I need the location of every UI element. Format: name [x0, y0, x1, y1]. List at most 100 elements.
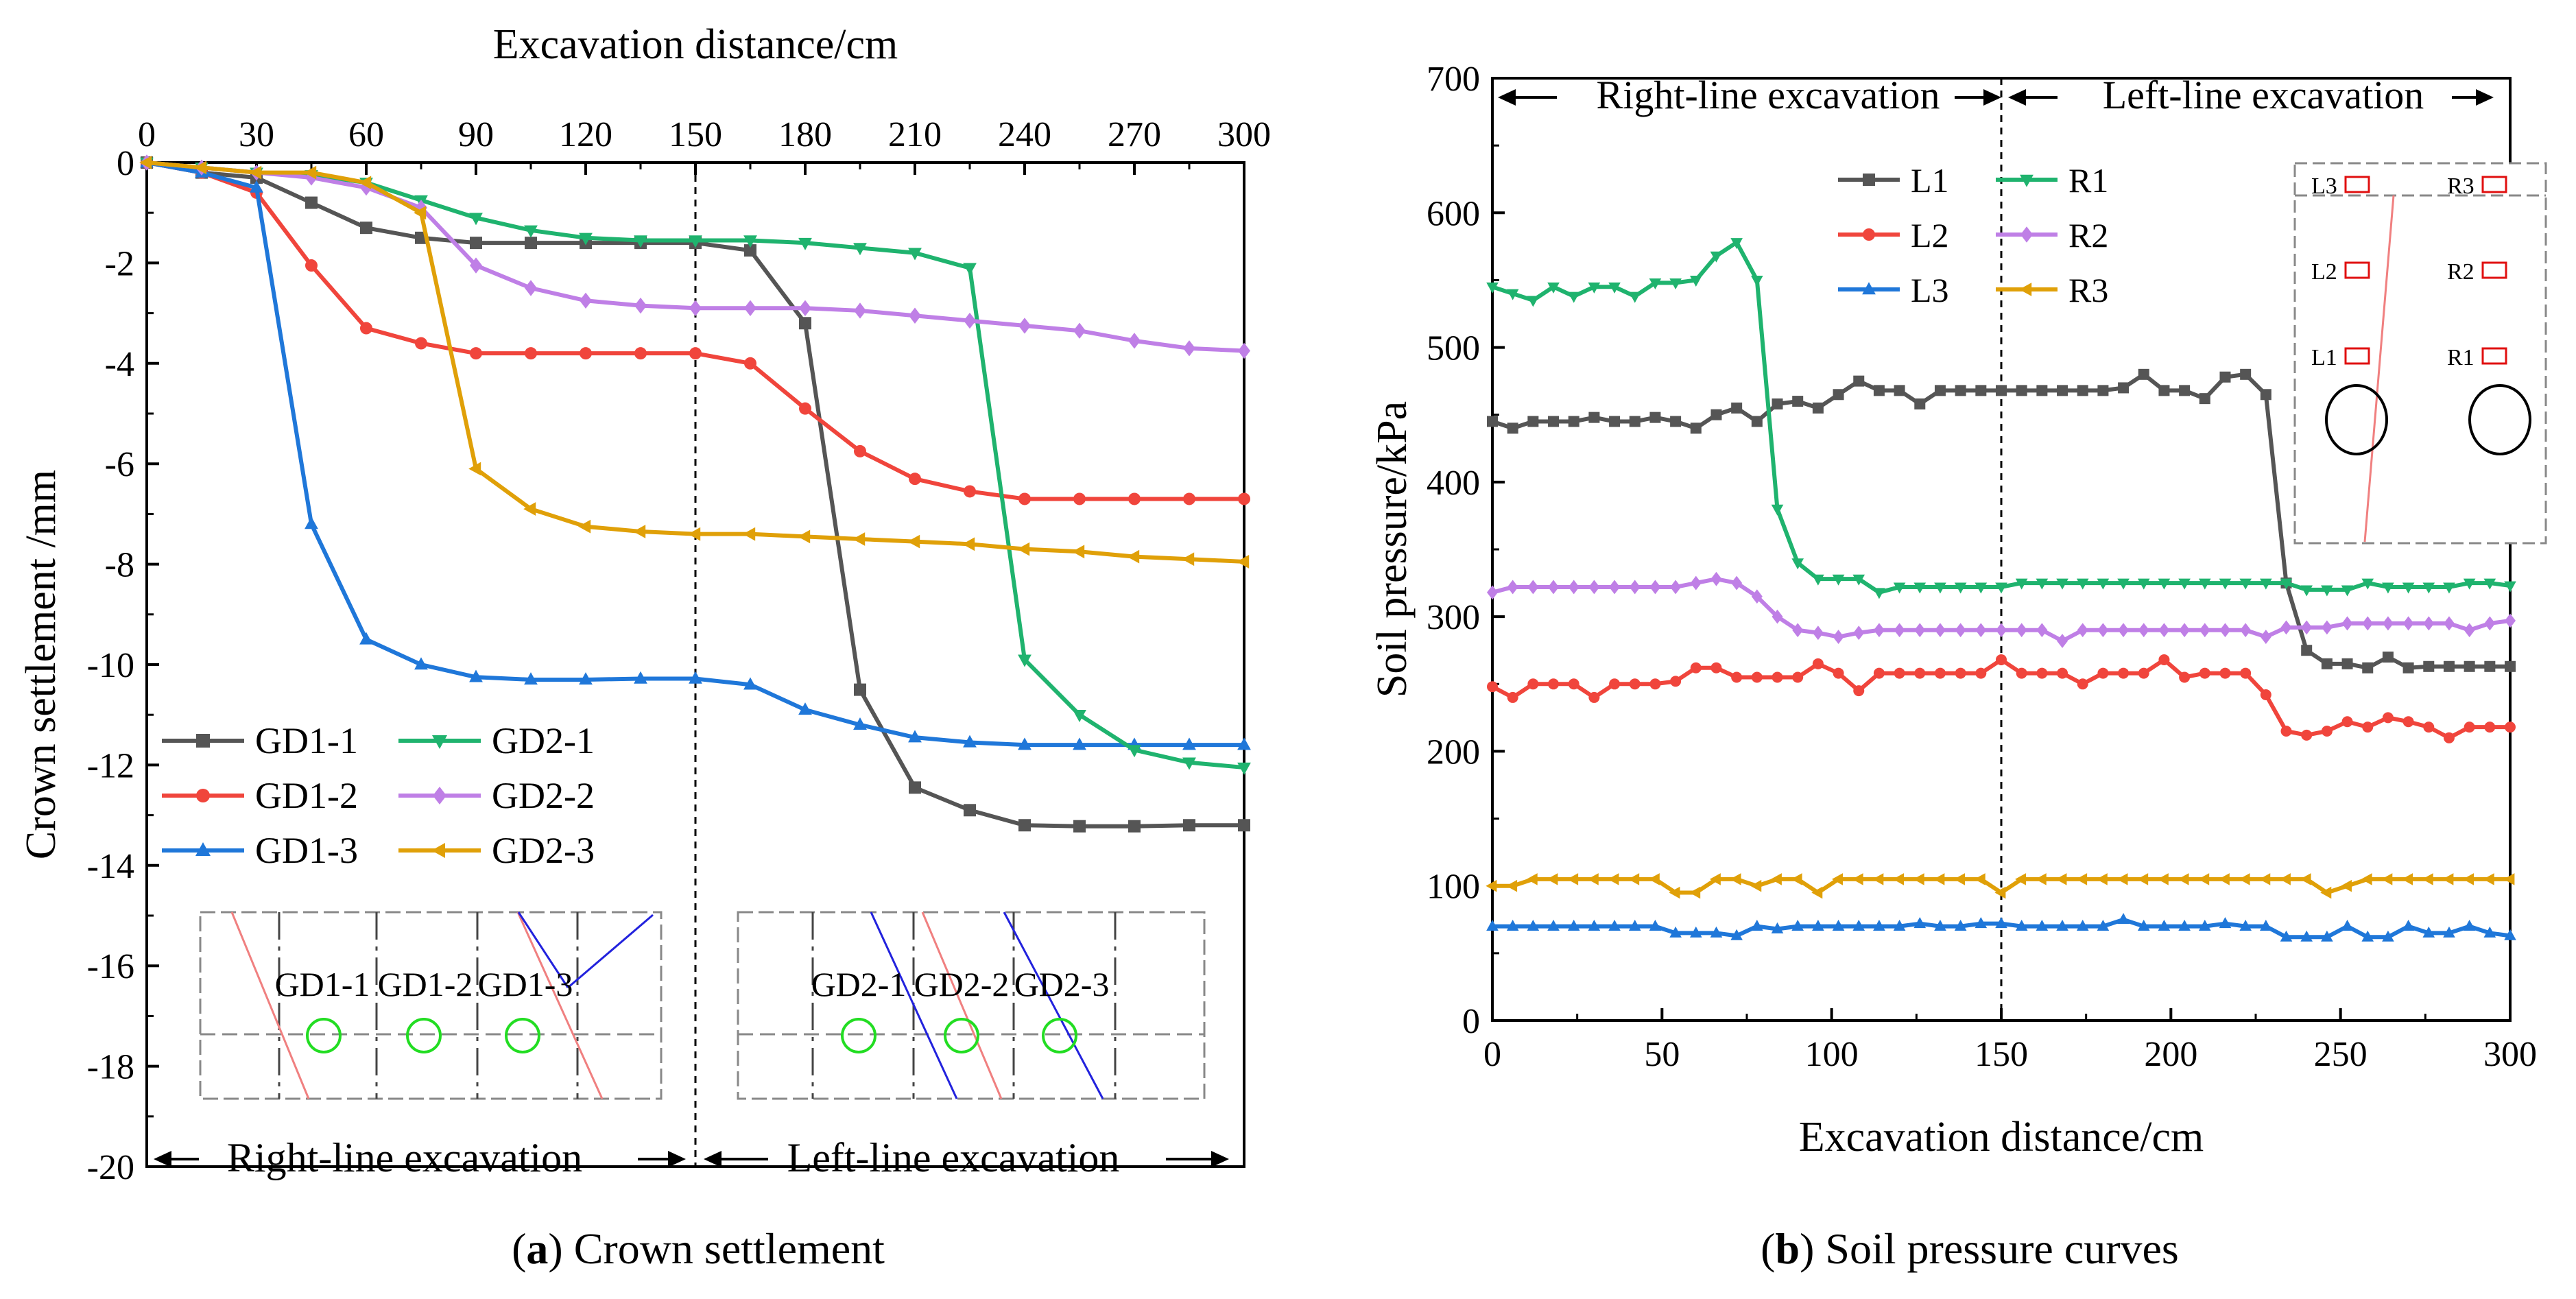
data-point-L3 [1547, 920, 1560, 931]
data-point-R2 [2402, 616, 2414, 631]
series-GD1-3 [140, 155, 1251, 750]
data-point-L2 [2505, 722, 2516, 733]
data-point-R3 [1587, 873, 1599, 885]
series-GD2-2 [141, 154, 1250, 359]
data-point-GD1-2 [744, 357, 756, 370]
data-point-L2 [1731, 671, 1743, 683]
data-point-R2 [1487, 585, 1498, 600]
data-point-L1 [2199, 393, 2210, 405]
data-point-GD1-2 [689, 347, 702, 360]
data-point-L3 [1913, 917, 1927, 929]
data-point-R2 [1609, 580, 1621, 595]
legend-label: GD2-1 [492, 720, 595, 761]
legend-marker [195, 842, 211, 856]
data-point-L2 [1751, 671, 1763, 683]
data-point-R2 [2057, 634, 2068, 648]
legend-item-GD2-1: GD2-1 [398, 720, 595, 761]
x-tick-label: 180 [778, 115, 832, 154]
data-point-R3 [1486, 879, 1497, 892]
panel-a-inset-right-line: GD1-1 GD1-2 GD1-3 [199, 911, 663, 1100]
data-point-GD1-3 [963, 735, 977, 748]
data-point-R1 [1567, 291, 1580, 303]
data-point-GD2-1 [798, 237, 812, 250]
data-point-R2 [1833, 630, 1844, 644]
panel-a-legend: GD1-1 GD1-2 GD1-3 GD2-1 GD2-2 GD2-3 [162, 720, 595, 871]
data-point-R3 [2463, 873, 2474, 885]
data-point-L2 [1649, 678, 1661, 690]
data-point-L1 [1914, 398, 1926, 410]
data-point-R2 [2036, 623, 2048, 638]
inset-tunnel-circle [841, 1018, 876, 1053]
x-tick-label: 250 [2314, 1035, 2368, 1074]
data-point-R2 [2382, 616, 2394, 631]
data-point-R2 [1873, 623, 1885, 638]
data-point-L1 [1833, 389, 1844, 401]
data-point-L1 [1629, 416, 1641, 427]
data-point-L1 [1792, 396, 1804, 407]
data-point-GD2-3 [578, 519, 591, 534]
series-L3 [1486, 913, 2516, 942]
data-point-GD1-2 [360, 322, 372, 335]
data-point-GD2-1 [634, 235, 647, 248]
data-point-L1 [2016, 385, 2027, 396]
data-point-GD2-3 [688, 527, 701, 541]
data-point-L3 [1730, 929, 1743, 940]
inset-tunnel-circle [944, 1018, 979, 1053]
panel-a-y-axis-title: Crown settlement /mm [18, 470, 64, 859]
data-point-L3 [1852, 920, 1865, 931]
panel-a-left-line-annotation: Left-line excavation [704, 1135, 1229, 1180]
data-point-GD2-2 [964, 312, 976, 329]
series-R3 [1486, 873, 2515, 899]
data-point-R2 [2240, 623, 2252, 638]
data-point-L3 [1649, 920, 1662, 931]
data-point-R3 [2503, 873, 2515, 885]
data-point-L2 [2402, 716, 2414, 728]
data-point-GD1-3 [634, 671, 647, 684]
data-point-GD1-3 [1237, 737, 1251, 750]
y-tick-label: 100 [1427, 868, 1480, 907]
data-point-GD2-3 [798, 529, 811, 544]
data-point-GD2-3 [1072, 545, 1085, 559]
data-point-R1 [2199, 578, 2211, 590]
data-point-R3 [1709, 873, 1721, 885]
data-point-R3 [1933, 873, 1945, 885]
data-point-L3 [1995, 917, 2007, 929]
data-point-GD1-3 [524, 672, 538, 685]
data-point-L2 [1894, 667, 1905, 679]
data-point-GD1-1 [854, 683, 866, 696]
data-point-GD1-2 [580, 347, 592, 360]
data-point-L2 [2199, 667, 2210, 679]
data-point-GD2-1 [1128, 745, 1141, 758]
gauge-box [2344, 261, 2370, 279]
data-point-L1 [1527, 416, 1539, 427]
data-point-GD2-1 [963, 263, 977, 276]
legend-marker [1863, 174, 1875, 186]
data-point-L2 [2464, 722, 2475, 733]
data-point-L3 [2015, 920, 2028, 931]
data-point-R1 [1710, 251, 1723, 263]
data-point-R3 [2178, 873, 2189, 885]
data-point-GD2-2 [1183, 340, 1195, 357]
legend-label: R1 [2068, 161, 2108, 200]
inset-blue-line [517, 911, 569, 988]
data-point-R1 [1852, 574, 1865, 586]
data-point-R1 [1649, 278, 1662, 289]
x-tick-label: 150 [669, 115, 722, 154]
data-point-R2 [1649, 580, 1661, 595]
data-point-GD2-3 [414, 206, 427, 220]
inset-red-line [2363, 195, 2395, 543]
data-point-L3 [2178, 920, 2191, 931]
data-point-L3 [1771, 922, 1784, 933]
data-point-L1 [1934, 385, 1946, 396]
data-point-L3 [2117, 913, 2130, 925]
data-point-L2 [2179, 671, 2191, 683]
data-point-R1 [1669, 278, 1682, 289]
legend-item-GD2-3: GD2-3 [398, 830, 595, 871]
series-R1 [1486, 238, 2516, 599]
y-tick-label: -2 [105, 244, 134, 283]
data-point-L3 [1690, 926, 1702, 938]
data-point-L1 [2077, 385, 2088, 396]
data-point-L1 [2362, 662, 2374, 674]
data-point-GD1-2 [1238, 492, 1250, 505]
data-point-L1 [1690, 422, 1702, 434]
